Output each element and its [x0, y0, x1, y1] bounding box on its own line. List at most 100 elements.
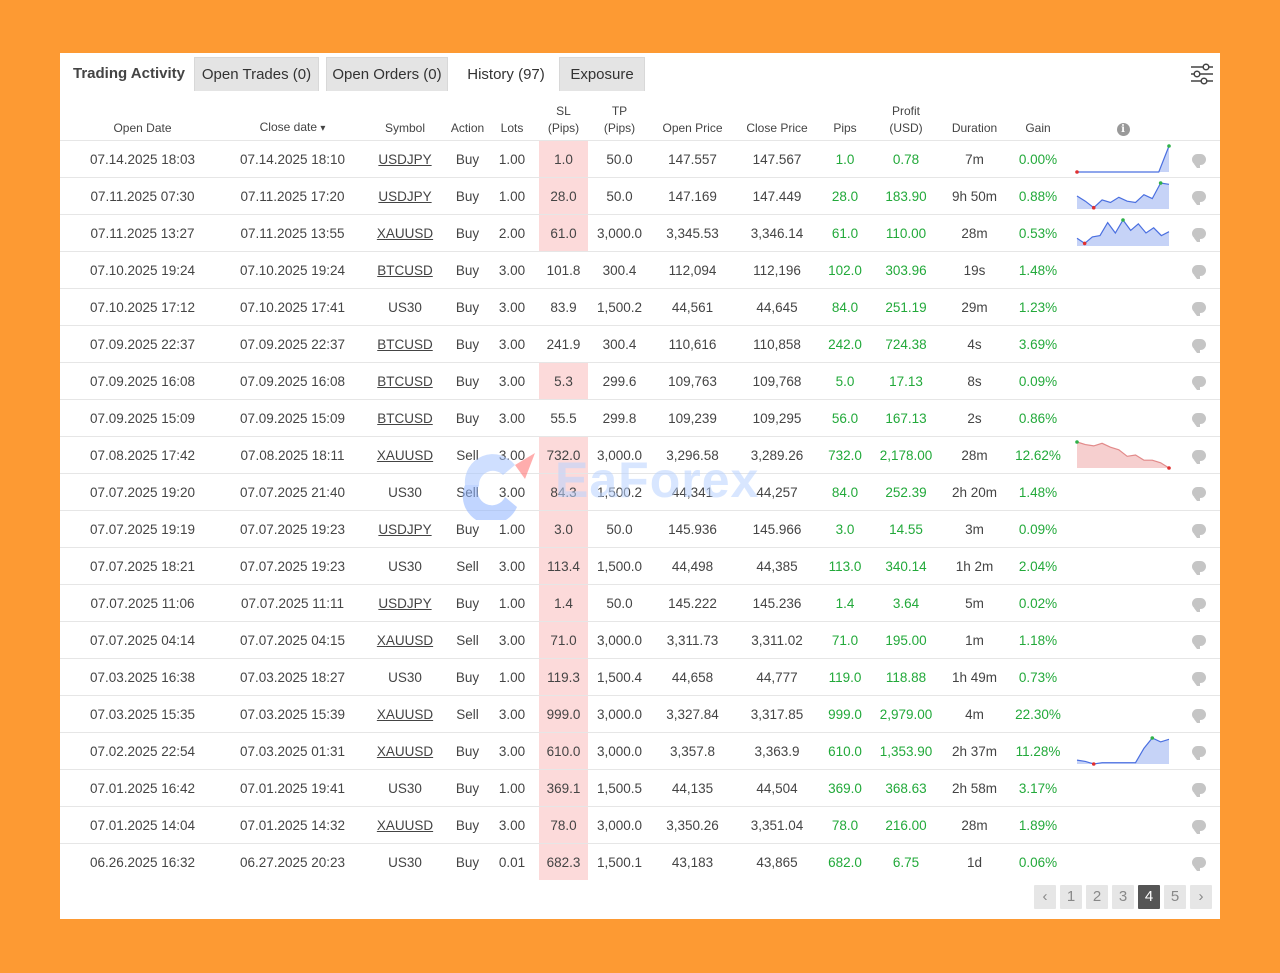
comment-icon[interactable] — [1191, 561, 1206, 576]
table-row[interactable]: 07.10.2025 17:12 07.10.2025 17:41 US30 Buy 3… — [60, 288, 1220, 326]
cell-symbol[interactable]: BTCUSD — [360, 362, 450, 400]
comment-icon[interactable] — [1191, 672, 1206, 687]
table-row[interactable]: 07.07.2025 11:06 07.07.2025 11:11 USDJPY Bu… — [60, 584, 1220, 622]
cell-open-date: 07.08.2025 17:42 — [60, 436, 225, 474]
cell-action: Sell — [450, 436, 485, 474]
comment-icon[interactable] — [1191, 487, 1206, 502]
cell-symbol[interactable]: USDJPY — [360, 510, 450, 548]
page-button-4[interactable]: 4 — [1138, 885, 1160, 909]
col-label: SL — [556, 104, 571, 118]
cell-open-date: 07.07.2025 11:06 — [60, 584, 225, 622]
info-icon[interactable]: i — [1116, 123, 1130, 136]
cell-symbol[interactable]: XAUUSD — [360, 214, 450, 252]
cell-symbol[interactable]: XAUUSD — [360, 732, 450, 770]
col-tp[interactable]: TP (Pips) — [588, 95, 651, 141]
table-row[interactable]: 07.07.2025 04:14 07.07.2025 04:15 XAUUSD Se… — [60, 621, 1220, 659]
table-row[interactable]: 07.09.2025 15:09 07.09.2025 15:09 BTCUSD Bu… — [60, 399, 1220, 437]
next-page-button[interactable]: › — [1190, 885, 1212, 909]
col-action[interactable]: Action — [450, 95, 485, 141]
comment-icon[interactable] — [1191, 413, 1206, 428]
cell-symbol[interactable]: XAUUSD — [360, 621, 450, 659]
col-sl[interactable]: SL (Pips) — [539, 95, 588, 141]
cell-gain: 3.17% — [1007, 769, 1069, 807]
comment-icon[interactable] — [1191, 339, 1206, 354]
table-row[interactable]: 07.11.2025 13:27 07.11.2025 13:55 XAUUSD Bu… — [60, 214, 1220, 252]
comment-icon[interactable] — [1191, 820, 1206, 835]
col-close-date[interactable]: Close date ▾ — [225, 95, 360, 141]
col-duration[interactable]: Duration — [942, 95, 1007, 141]
cell-pips: 71.0 — [820, 621, 870, 659]
tab-open-trades[interactable]: Open Trades (0) — [194, 57, 319, 91]
cell-symbol[interactable]: BTCUSD — [360, 325, 450, 363]
tab-open-orders[interactable]: Open Orders (0) — [326, 57, 448, 91]
comment-icon[interactable] — [1191, 450, 1206, 465]
col-pips[interactable]: Pips — [820, 95, 870, 141]
comment-icon[interactable] — [1191, 265, 1206, 280]
comment-icon[interactable] — [1191, 709, 1206, 724]
cell-symbol[interactable]: XAUUSD — [360, 695, 450, 733]
comment-icon[interactable] — [1191, 598, 1206, 613]
comment-icon[interactable] — [1191, 154, 1206, 169]
comment-icon[interactable] — [1191, 524, 1206, 539]
table-row[interactable]: 07.10.2025 19:24 07.10.2025 19:24 BTCUSD Bu… — [60, 251, 1220, 289]
col-lots[interactable]: Lots — [485, 95, 539, 141]
cell-symbol[interactable]: BTCUSD — [360, 399, 450, 437]
cell-symbol[interactable]: USDJPY — [360, 140, 450, 178]
tab-count: (0) — [423, 66, 442, 83]
sliders-icon[interactable] — [1190, 63, 1214, 85]
sparkline-marker — [1091, 762, 1096, 766]
sparkline-marker — [1075, 440, 1079, 444]
page-button-2[interactable]: 2 — [1086, 885, 1108, 909]
comment-icon[interactable] — [1191, 302, 1206, 317]
cell-symbol[interactable]: USDJPY — [360, 177, 450, 215]
table-row[interactable]: 07.09.2025 22:37 07.09.2025 22:37 BTCUSD Bu… — [60, 325, 1220, 363]
comment-icon[interactable] — [1191, 228, 1206, 243]
table-row[interactable]: 07.07.2025 18:21 07.07.2025 19:23 US30 Sell… — [60, 547, 1220, 585]
cell-duration: 7m — [942, 140, 1007, 178]
cell-comment — [1177, 584, 1220, 622]
table-row[interactable]: 07.11.2025 07:30 07.11.2025 17:20 USDJPY Bu… — [60, 177, 1220, 215]
col-close-price[interactable]: Close Price — [734, 95, 820, 141]
page-button-3[interactable]: 3 — [1112, 885, 1134, 909]
comment-icon[interactable] — [1191, 635, 1206, 650]
comment-icon[interactable] — [1191, 191, 1206, 206]
col-open-price[interactable]: Open Price — [651, 95, 734, 141]
table-row[interactable]: 07.14.2025 18:03 07.14.2025 18:10 USDJPY Bu… — [60, 140, 1220, 178]
cell-close-price: 145.236 — [734, 584, 820, 622]
cell-symbol[interactable]: BTCUSD — [360, 251, 450, 289]
cell-close-price: 43,865 — [734, 843, 820, 880]
table-row[interactable]: 07.03.2025 16:38 07.03.2025 18:27 US30 Buy 1… — [60, 658, 1220, 696]
cell-tp: 3,000.0 — [588, 214, 651, 252]
comment-icon[interactable] — [1191, 746, 1206, 761]
page-button-1[interactable]: 1 — [1060, 885, 1082, 909]
cell-symbol[interactable]: USDJPY — [360, 584, 450, 622]
cell-comment — [1177, 140, 1220, 178]
col-open-date[interactable]: Open Date — [60, 95, 225, 141]
comment-icon[interactable] — [1191, 783, 1206, 798]
cell-symbol: US30 — [360, 288, 450, 326]
tab-history[interactable]: History (97) — [456, 57, 556, 91]
col-profit[interactable]: Profit (USD) — [870, 95, 942, 141]
table-row[interactable]: 07.03.2025 15:35 07.03.2025 15:39 XAUUSD Se… — [60, 695, 1220, 733]
table-row[interactable]: 07.09.2025 16:08 07.09.2025 16:08 BTCUSD Bu… — [60, 362, 1220, 400]
cell-symbol[interactable]: XAUUSD — [360, 806, 450, 844]
comment-icon[interactable] — [1191, 376, 1206, 391]
cell-gain: 22.30% — [1007, 695, 1069, 733]
cell-duration: 28m — [942, 436, 1007, 474]
col-gain[interactable]: Gain — [1007, 95, 1069, 141]
table-row[interactable]: 07.01.2025 14:04 07.01.2025 14:32 XAUUSD Bu… — [60, 806, 1220, 844]
comment-icon[interactable] — [1191, 857, 1206, 872]
table-row[interactable]: 07.07.2025 19:20 07.07.2025 21:40 US30 Sell… — [60, 473, 1220, 511]
prev-page-button[interactable]: ‹ — [1034, 885, 1056, 909]
col-symbol[interactable]: Symbol — [360, 95, 450, 141]
table-row[interactable]: 07.08.2025 17:42 07.08.2025 18:11 XAUUSD Se… — [60, 436, 1220, 474]
page-button-5[interactable]: 5 — [1164, 885, 1186, 909]
table-row[interactable]: 07.07.2025 19:19 07.07.2025 19:23 USDJPY Bu… — [60, 510, 1220, 548]
cell-close-date: 07.03.2025 15:39 — [225, 695, 360, 733]
table-row[interactable]: 07.02.2025 22:54 07.03.2025 01:31 XAUUSD Bu… — [60, 732, 1220, 770]
tab-exposure[interactable]: Exposure — [559, 57, 645, 91]
cell-open-price: 3,345.53 — [651, 214, 734, 252]
table-row[interactable]: 07.01.2025 16:42 07.01.2025 19:41 US30 Buy 1… — [60, 769, 1220, 807]
table-row[interactable]: 06.26.2025 16:32 06.27.2025 20:23 US30 Buy 0… — [60, 843, 1220, 880]
cell-symbol[interactable]: XAUUSD — [360, 436, 450, 474]
